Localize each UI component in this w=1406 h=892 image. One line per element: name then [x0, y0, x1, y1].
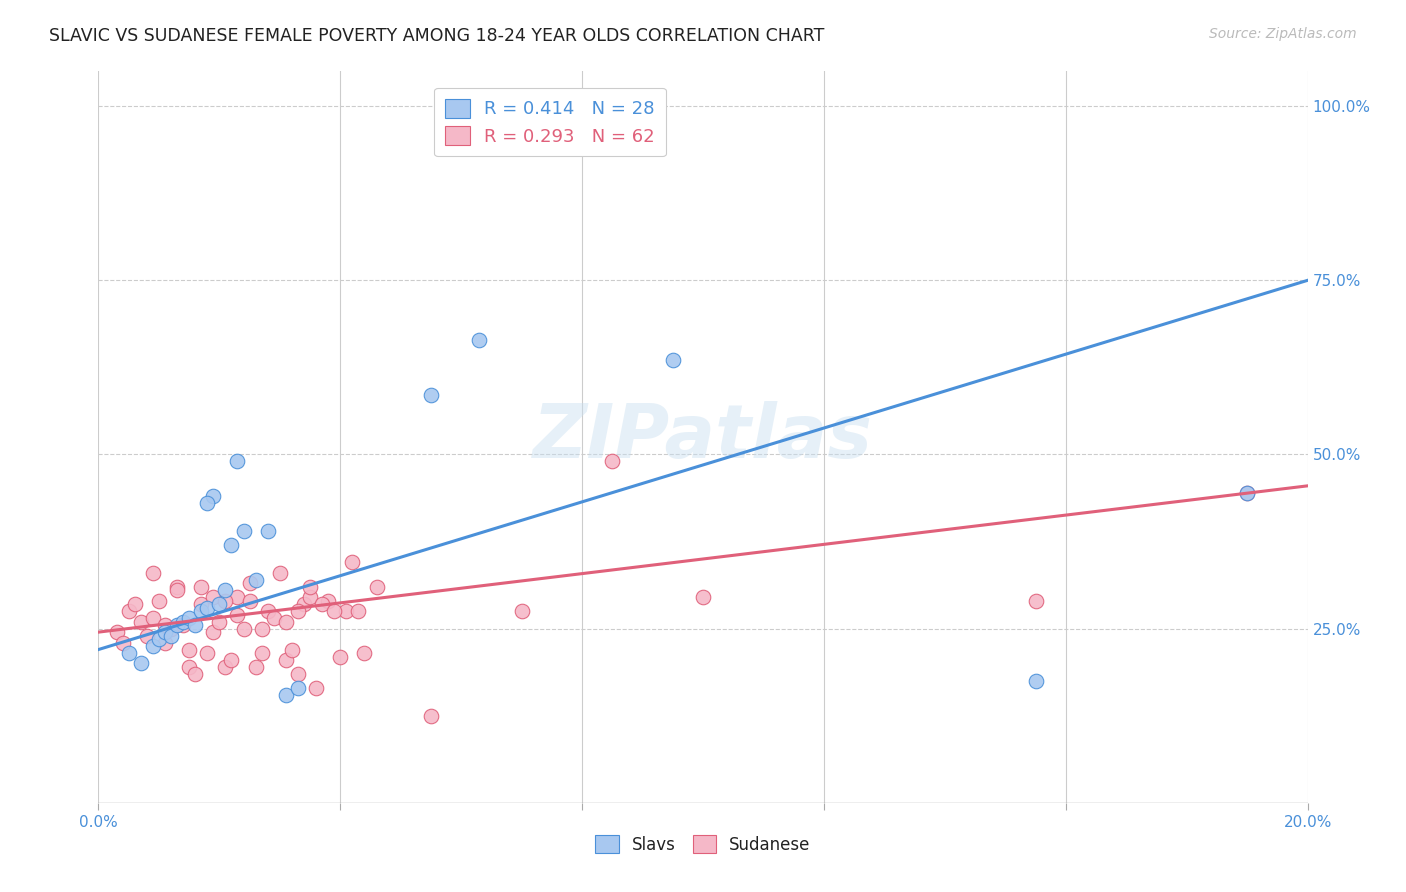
- Text: Source: ZipAtlas.com: Source: ZipAtlas.com: [1209, 27, 1357, 41]
- Point: [1236, 485, 1258, 500]
- Point: [179, 642, 201, 657]
- Point: [1236, 485, 1258, 500]
- Point: [602, 454, 624, 468]
- Point: [269, 566, 291, 580]
- Point: [142, 639, 165, 653]
- Point: [118, 646, 141, 660]
- Text: ZIPatlas: ZIPatlas: [533, 401, 873, 474]
- Point: [510, 604, 533, 618]
- Point: [323, 604, 346, 618]
- Point: [148, 632, 170, 646]
- Point: [221, 653, 243, 667]
- Point: [226, 607, 249, 622]
- Point: [202, 591, 225, 605]
- Point: [105, 625, 128, 640]
- Point: [166, 618, 188, 632]
- Point: [214, 660, 236, 674]
- Point: [160, 629, 183, 643]
- Point: [661, 353, 683, 368]
- Point: [299, 580, 322, 594]
- Point: [347, 604, 370, 618]
- Point: [245, 573, 267, 587]
- Point: [287, 667, 309, 681]
- Point: [281, 642, 304, 657]
- Text: SLAVIC VS SUDANESE FEMALE POVERTY AMONG 18-24 YEAR OLDS CORRELATION CHART: SLAVIC VS SUDANESE FEMALE POVERTY AMONG …: [49, 27, 824, 45]
- Point: [274, 615, 297, 629]
- Point: [232, 524, 254, 538]
- Point: [342, 556, 364, 570]
- Point: [129, 615, 152, 629]
- Point: [226, 591, 249, 605]
- Point: [148, 594, 170, 608]
- Point: [292, 597, 315, 611]
- Point: [184, 618, 207, 632]
- Point: [172, 615, 194, 629]
- Point: [1024, 673, 1046, 688]
- Point: [256, 524, 278, 538]
- Point: [256, 604, 278, 618]
- Point: [420, 388, 443, 402]
- Point: [118, 604, 141, 618]
- Point: [226, 454, 249, 468]
- Point: [274, 688, 297, 702]
- Point: [250, 646, 273, 660]
- Point: [190, 580, 212, 594]
- Point: [184, 667, 207, 681]
- Point: [208, 615, 231, 629]
- Point: [166, 580, 188, 594]
- Point: [239, 576, 262, 591]
- Point: [208, 597, 231, 611]
- Point: [239, 594, 262, 608]
- Point: [245, 660, 267, 674]
- Point: [305, 681, 328, 695]
- Point: [329, 649, 352, 664]
- Point: [202, 625, 225, 640]
- Point: [214, 594, 236, 608]
- Point: [692, 591, 714, 605]
- Point: [366, 580, 388, 594]
- Point: [299, 591, 322, 605]
- Point: [153, 625, 176, 640]
- Point: [274, 653, 297, 667]
- Point: [287, 681, 309, 695]
- Point: [129, 657, 152, 671]
- Point: [311, 597, 333, 611]
- Point: [124, 597, 146, 611]
- Point: [335, 604, 357, 618]
- Point: [195, 600, 218, 615]
- Point: [232, 622, 254, 636]
- Point: [190, 604, 212, 618]
- Point: [179, 660, 201, 674]
- Point: [142, 611, 165, 625]
- Point: [316, 594, 339, 608]
- Point: [214, 583, 236, 598]
- Point: [190, 597, 212, 611]
- Point: [111, 635, 134, 649]
- Point: [263, 611, 285, 625]
- Point: [1024, 594, 1046, 608]
- Point: [468, 333, 491, 347]
- Legend: Slavs, Sudanese: Slavs, Sudanese: [589, 829, 817, 860]
- Point: [195, 646, 218, 660]
- Point: [250, 622, 273, 636]
- Point: [287, 604, 309, 618]
- Point: [353, 646, 375, 660]
- Point: [195, 496, 218, 510]
- Point: [202, 489, 225, 503]
- Point: [142, 566, 165, 580]
- Point: [160, 622, 183, 636]
- Point: [179, 611, 201, 625]
- Point: [135, 629, 157, 643]
- Point: [221, 538, 243, 552]
- Point: [153, 635, 176, 649]
- Point: [153, 618, 176, 632]
- Point: [166, 583, 188, 598]
- Point: [420, 708, 443, 723]
- Point: [172, 618, 194, 632]
